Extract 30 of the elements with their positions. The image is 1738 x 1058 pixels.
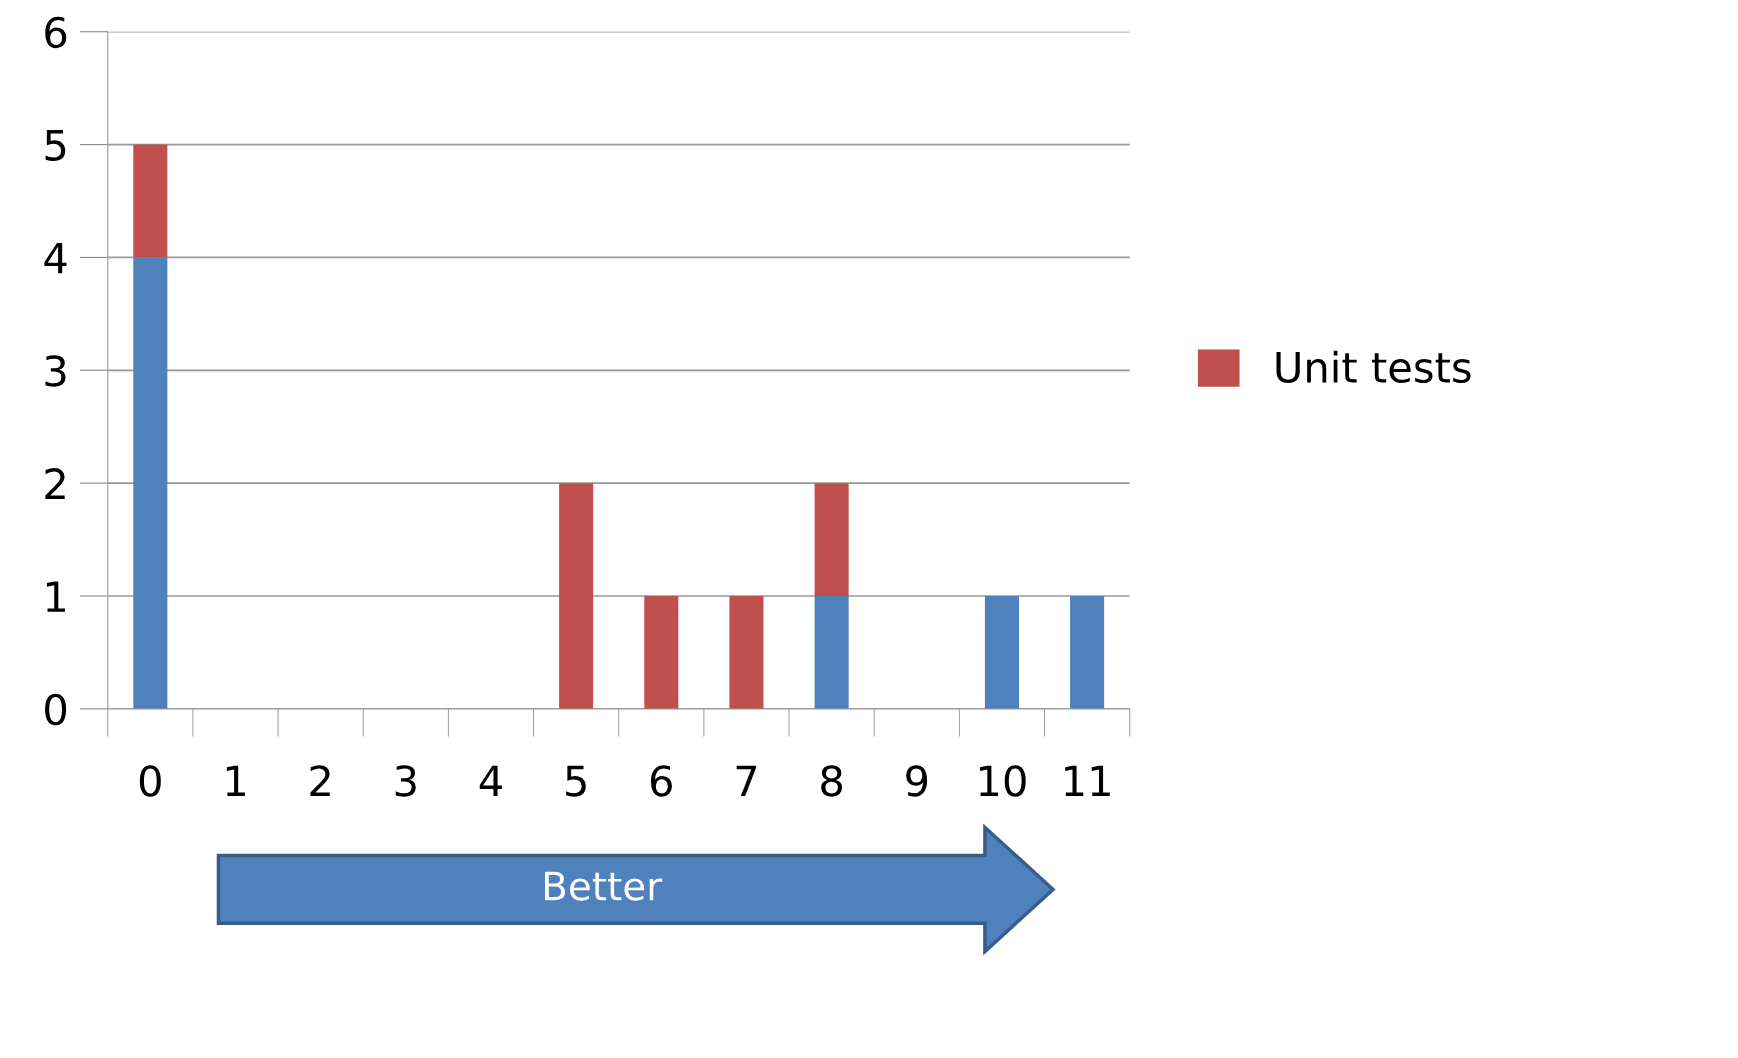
x-tick-label: 8	[821, 765, 843, 797]
bar	[133, 257, 168, 709]
x-tick-label: 0	[139, 765, 161, 797]
bar	[559, 483, 594, 709]
bar	[1070, 596, 1105, 709]
legend-label: Unit tests	[1276, 350, 1471, 384]
y-tick-label: 0	[45, 693, 67, 726]
x-tick-label: 6	[650, 765, 672, 797]
x-tick-label: 2	[310, 765, 330, 797]
y-tick-label: 6	[45, 16, 67, 49]
bar	[814, 596, 849, 709]
x-tick-label: 9	[906, 765, 928, 797]
bar	[729, 596, 764, 709]
y-tick-label: 5	[45, 130, 66, 162]
bar	[133, 144, 168, 258]
x-tick-label: 7	[736, 765, 757, 797]
bar	[644, 596, 679, 709]
x-tick-label: 11	[1065, 765, 1110, 797]
x-tick-label: 4	[479, 765, 502, 797]
bar	[814, 483, 849, 597]
x-tick-label: 10	[980, 765, 1026, 797]
y-tick-label: 1	[46, 581, 66, 612]
x-tick-label: 5	[566, 765, 586, 797]
x-tick-label: 3	[395, 765, 416, 797]
text: Better	[545, 871, 663, 901]
y-tick-label: 3	[45, 355, 66, 387]
y-tick-label: 4	[44, 242, 67, 274]
x-tick-label: 1	[226, 765, 245, 797]
y-tick-label: 2	[45, 468, 65, 499]
bar	[984, 596, 1019, 709]
